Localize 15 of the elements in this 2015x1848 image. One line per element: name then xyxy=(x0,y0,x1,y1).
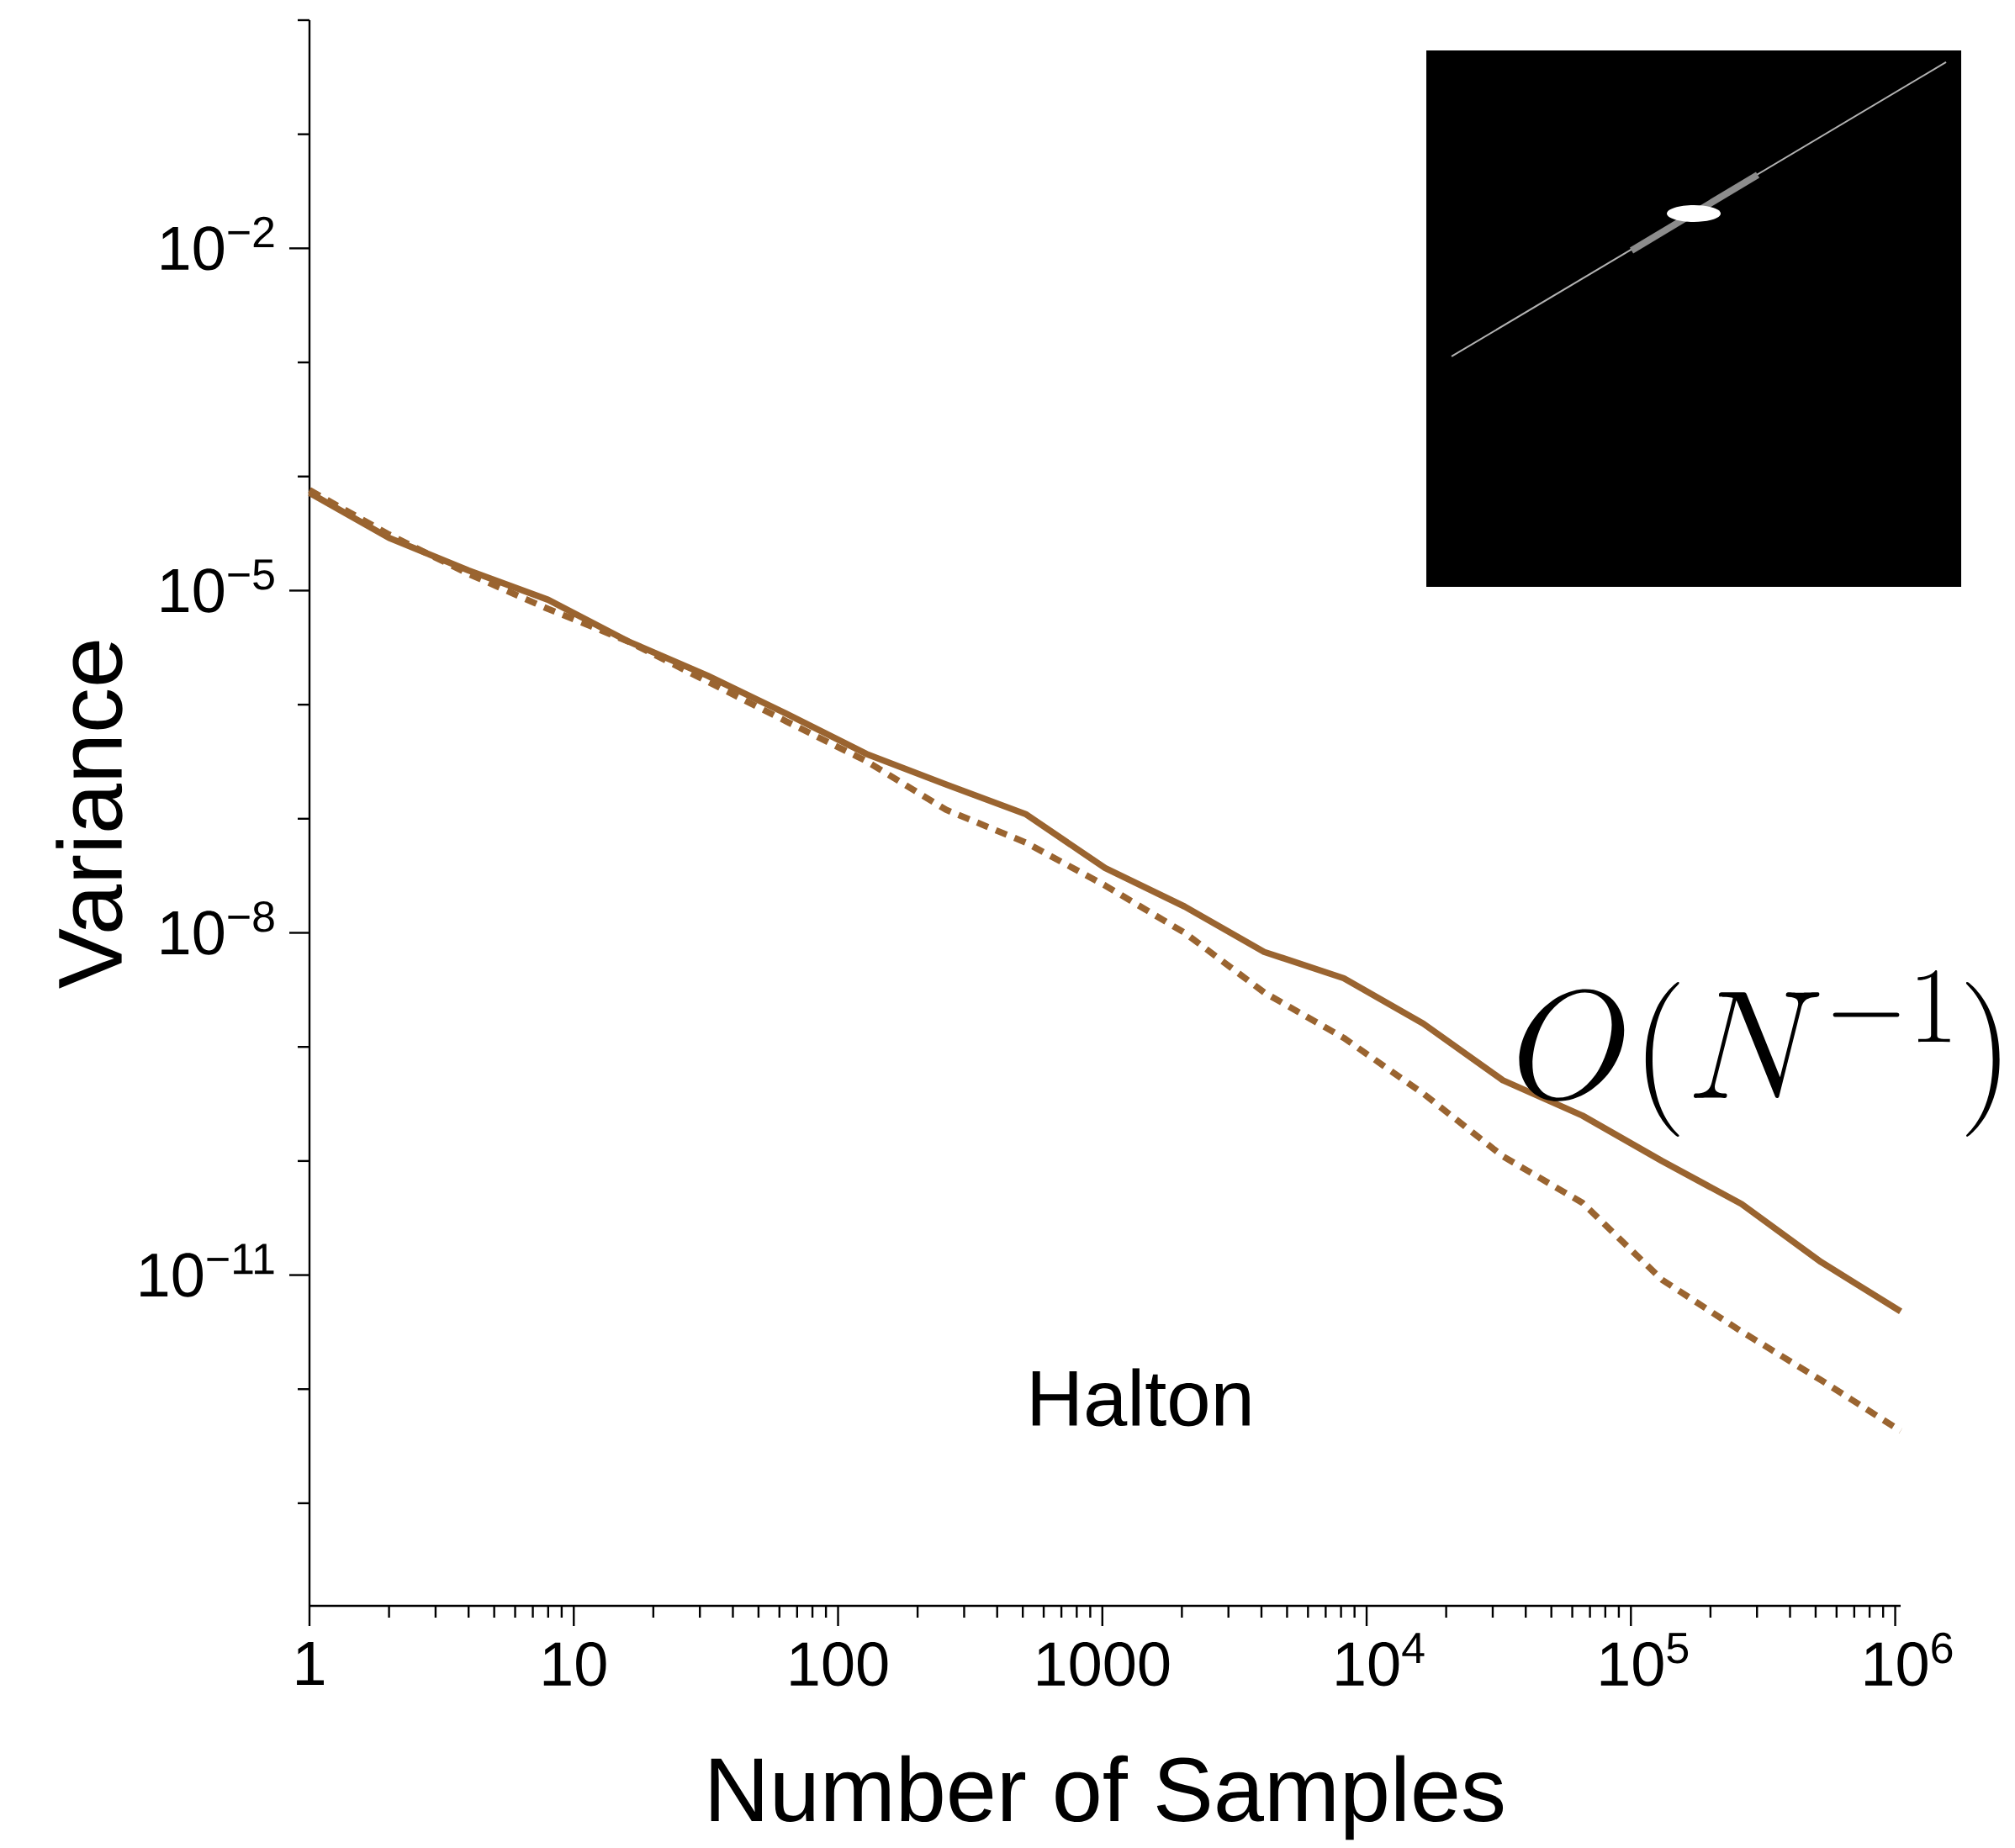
annotation: $O(N^{-1})$ xyxy=(1519,970,2000,1137)
annotation: Halton xyxy=(1032,1368,1250,1427)
x-axis-title: Number of Samples xyxy=(711,1755,1504,1840)
x-tick-label: 1000 xyxy=(1038,1642,1170,1687)
x-tick-label: 10$^{5}$ xyxy=(1600,1633,1689,1687)
x-tick-label: 100 xyxy=(791,1642,888,1687)
y-tick-label: 10$^{−11}$ xyxy=(140,1243,274,1297)
x-tick-label: 10 xyxy=(543,1642,606,1687)
y-axis-title: Variance xyxy=(56,641,123,989)
x-tick-label: 10$^{6}$ xyxy=(1865,1632,1953,1687)
x-tick-label: 1 xyxy=(297,1642,324,1685)
x-tick-label: 10$^{4}$ xyxy=(1336,1633,1425,1687)
y-tick-label: 10$^{−5}$ xyxy=(161,559,274,613)
y-tick-label: 10$^{−2}$ xyxy=(161,216,274,271)
y-tick-label: 10$^{−8}$ xyxy=(161,900,274,955)
